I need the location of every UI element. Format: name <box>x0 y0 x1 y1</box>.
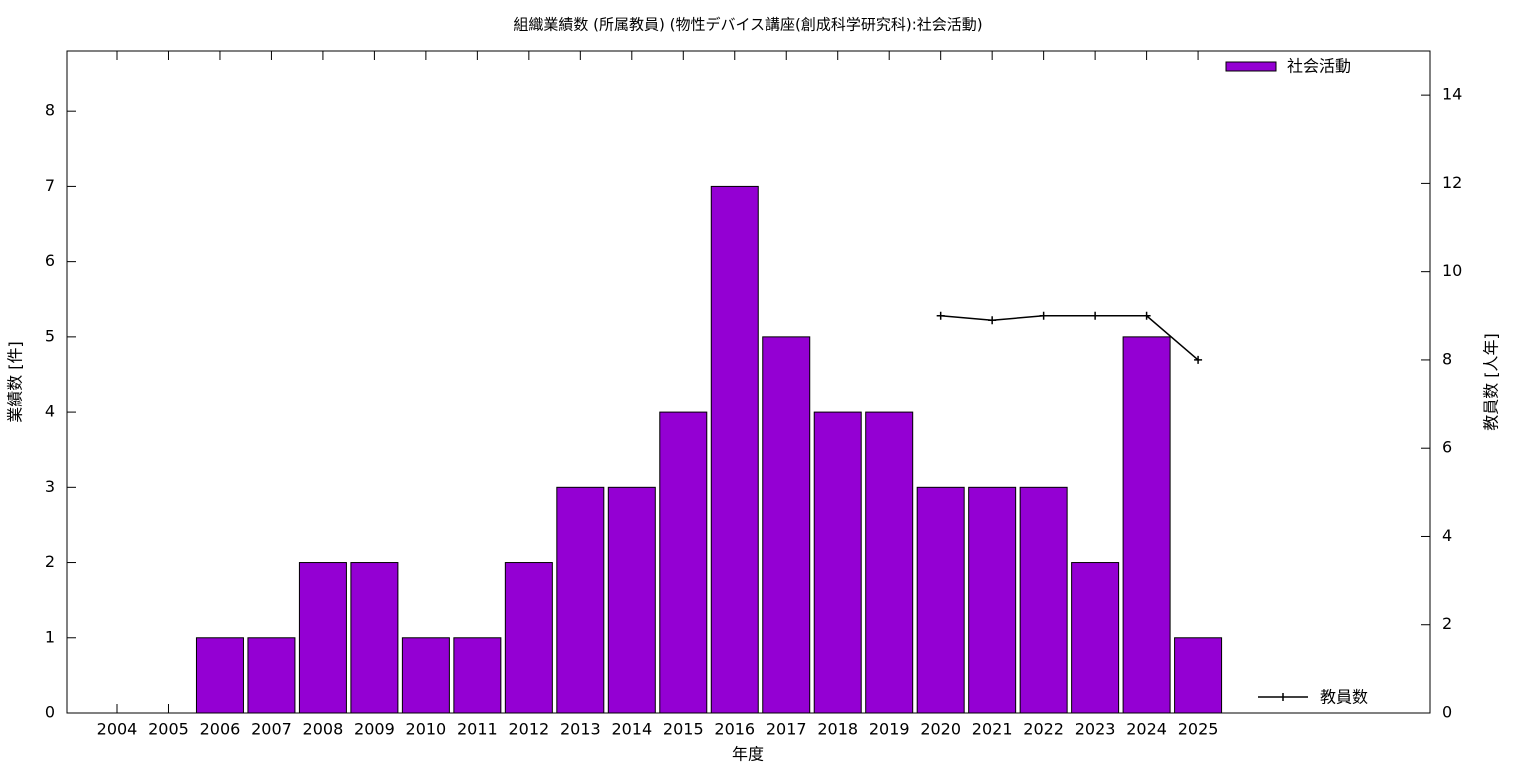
x-tick-label: 2014 <box>611 720 652 739</box>
y-tick-label: 1 <box>45 627 55 646</box>
bar <box>195 637 244 714</box>
x-tick-label: 2006 <box>200 720 241 739</box>
bar <box>504 562 553 714</box>
y-tick-label: 6 <box>45 251 55 270</box>
chart-title: 組織業績数 (所属教員) (物性デバイス講座(創成科学研究科):社会活動) <box>513 16 982 34</box>
y2-tick-label: 2 <box>1442 614 1452 633</box>
bar <box>298 562 347 714</box>
bar <box>659 411 708 714</box>
bar <box>453 637 502 714</box>
x-tick-label: 2025 <box>1178 720 1219 739</box>
x-tick-label: 2019 <box>869 720 910 739</box>
legend-label: 社会活動 <box>1287 57 1351 76</box>
bar <box>762 336 811 714</box>
y-tick-label: 2 <box>45 552 55 571</box>
x-tick-label: 2021 <box>972 720 1013 739</box>
bar <box>1122 336 1171 714</box>
x-tick-label: 2024 <box>1126 720 1167 739</box>
bar <box>247 637 296 714</box>
x-tick-label: 2005 <box>148 720 189 739</box>
y-tick-label: 4 <box>45 402 55 421</box>
bar <box>813 411 862 714</box>
point <box>1091 311 1100 320</box>
y-tick-label: 3 <box>45 477 55 496</box>
y-tick-label: 7 <box>45 176 55 195</box>
y2-tick-label: 14 <box>1442 85 1462 104</box>
y-axis-label: 業績数 [件] <box>6 341 25 423</box>
x-tick-label: 2023 <box>1075 720 1116 739</box>
x-axis-label: 年度 <box>732 745 764 764</box>
x-tick-label: 2015 <box>663 720 704 739</box>
y2-tick-label: 12 <box>1442 173 1462 192</box>
y2-tick-label: 0 <box>1442 703 1452 722</box>
point <box>988 316 997 325</box>
x-tick-label: 2013 <box>560 720 601 739</box>
x-tick-label: 2004 <box>97 720 138 739</box>
y2-tick-label: 6 <box>1442 438 1452 457</box>
bar <box>968 486 1017 714</box>
x-tick-label: 2016 <box>714 720 755 739</box>
y-tick-label: 8 <box>45 101 55 120</box>
x-tick-label: 2008 <box>303 720 344 739</box>
bar <box>350 562 399 714</box>
y2-tick-label: 4 <box>1442 526 1452 545</box>
point <box>1194 355 1203 364</box>
bar <box>607 486 656 714</box>
bar <box>1019 486 1068 714</box>
x-tick-label: 2022 <box>1023 720 1064 739</box>
x-tick-label: 2020 <box>920 720 961 739</box>
bar <box>556 486 605 714</box>
point <box>936 311 945 320</box>
legend-swatch <box>1258 693 1308 701</box>
bar <box>710 185 759 714</box>
legend-swatch <box>1225 61 1277 72</box>
y2-tick-label: 8 <box>1442 349 1452 368</box>
x-tick-label: 2018 <box>817 720 858 739</box>
point <box>1039 311 1048 320</box>
y-tick-label: 5 <box>45 326 55 345</box>
y-tick-label: 0 <box>45 703 55 722</box>
bar <box>1071 562 1120 714</box>
line <box>940 315 1199 361</box>
x-tick-label: 2009 <box>354 720 395 739</box>
bar <box>401 637 450 714</box>
y2-axis-label: 教員数 [人年] <box>1482 333 1501 431</box>
x-tick-label: 2011 <box>457 720 498 739</box>
point <box>1142 311 1151 320</box>
bar <box>916 486 965 714</box>
x-tick-label: 2007 <box>251 720 292 739</box>
y2-tick-label: 10 <box>1442 261 1462 280</box>
bar <box>865 411 914 714</box>
bar <box>1174 637 1223 714</box>
x-tick-label: 2012 <box>508 720 549 739</box>
x-tick-label: 2010 <box>406 720 447 739</box>
legend-label: 教員数 <box>1320 688 1368 707</box>
x-tick-label: 2017 <box>766 720 807 739</box>
